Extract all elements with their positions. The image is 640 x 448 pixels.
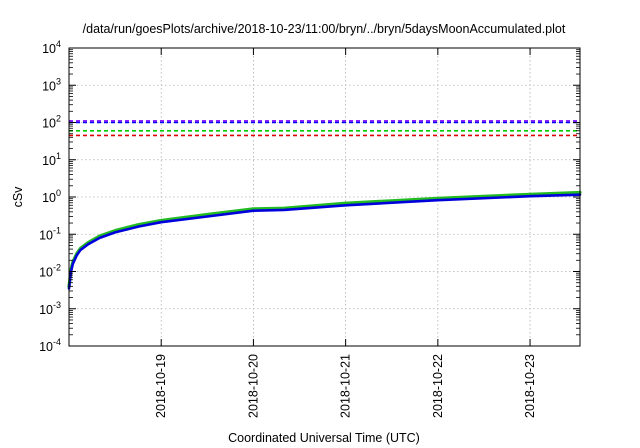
x-tick-label: 2018-10-21 [339,354,353,418]
y-tick-label: 10-1 [39,225,61,242]
x-axis-label: Coordinated Universal Time (UTC) [228,431,420,445]
y-tick-label: 10-4 [39,337,61,354]
y-tick-label: 100 [42,188,61,205]
chart-title: /data/run/goesPlots/archive/2018-10-23/1… [83,22,566,36]
threshold-lines [69,120,580,137]
series-lines [67,190,582,290]
x-tick-label: 2018-10-23 [523,354,537,418]
y-axis-label: cSv [11,186,25,208]
y-tick-label: 10-3 [39,300,61,317]
x-tick-label: 2018-10-22 [431,354,445,418]
y-tick-labels: 10-4 10-3 10-2 10-1 100 101 102 103 104 [39,39,61,354]
y-tick-label: 101 [42,151,61,168]
y-tick-label: 10-2 [39,263,61,280]
x-tick-label: 2018-10-20 [246,354,260,418]
axis-ticks [69,47,580,347]
y-tick-label: 103 [42,76,61,93]
series-line [67,193,582,290]
x-tick-label: 2018-10-19 [154,354,168,418]
y-tick-label: 104 [42,39,61,56]
y-tick-label: 102 [42,114,61,131]
x-tick-labels: 2018-10-19 2018-10-20 2018-10-21 2018-10-22… [154,354,537,418]
